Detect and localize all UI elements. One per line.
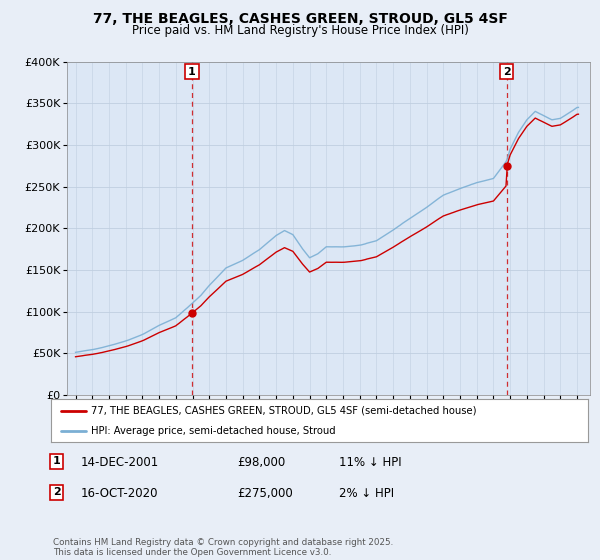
Text: £275,000: £275,000 [237,487,293,500]
Text: 77, THE BEAGLES, CASHES GREEN, STROUD, GL5 4SF: 77, THE BEAGLES, CASHES GREEN, STROUD, G… [92,12,508,26]
Text: Contains HM Land Registry data © Crown copyright and database right 2025.
This d: Contains HM Land Registry data © Crown c… [53,538,393,557]
Text: 1: 1 [53,456,61,466]
Text: 14-DEC-2001: 14-DEC-2001 [81,456,159,469]
Text: 77, THE BEAGLES, CASHES GREEN, STROUD, GL5 4SF (semi-detached house): 77, THE BEAGLES, CASHES GREEN, STROUD, G… [91,406,477,416]
Text: 11% ↓ HPI: 11% ↓ HPI [339,456,401,469]
Text: 16-OCT-2020: 16-OCT-2020 [81,487,158,500]
Text: 2: 2 [53,487,61,497]
Text: 2: 2 [503,67,511,77]
Text: 1: 1 [188,67,196,77]
Text: £98,000: £98,000 [237,456,285,469]
Text: Price paid vs. HM Land Registry's House Price Index (HPI): Price paid vs. HM Land Registry's House … [131,24,469,37]
Text: 2% ↓ HPI: 2% ↓ HPI [339,487,394,500]
Text: HPI: Average price, semi-detached house, Stroud: HPI: Average price, semi-detached house,… [91,426,336,436]
